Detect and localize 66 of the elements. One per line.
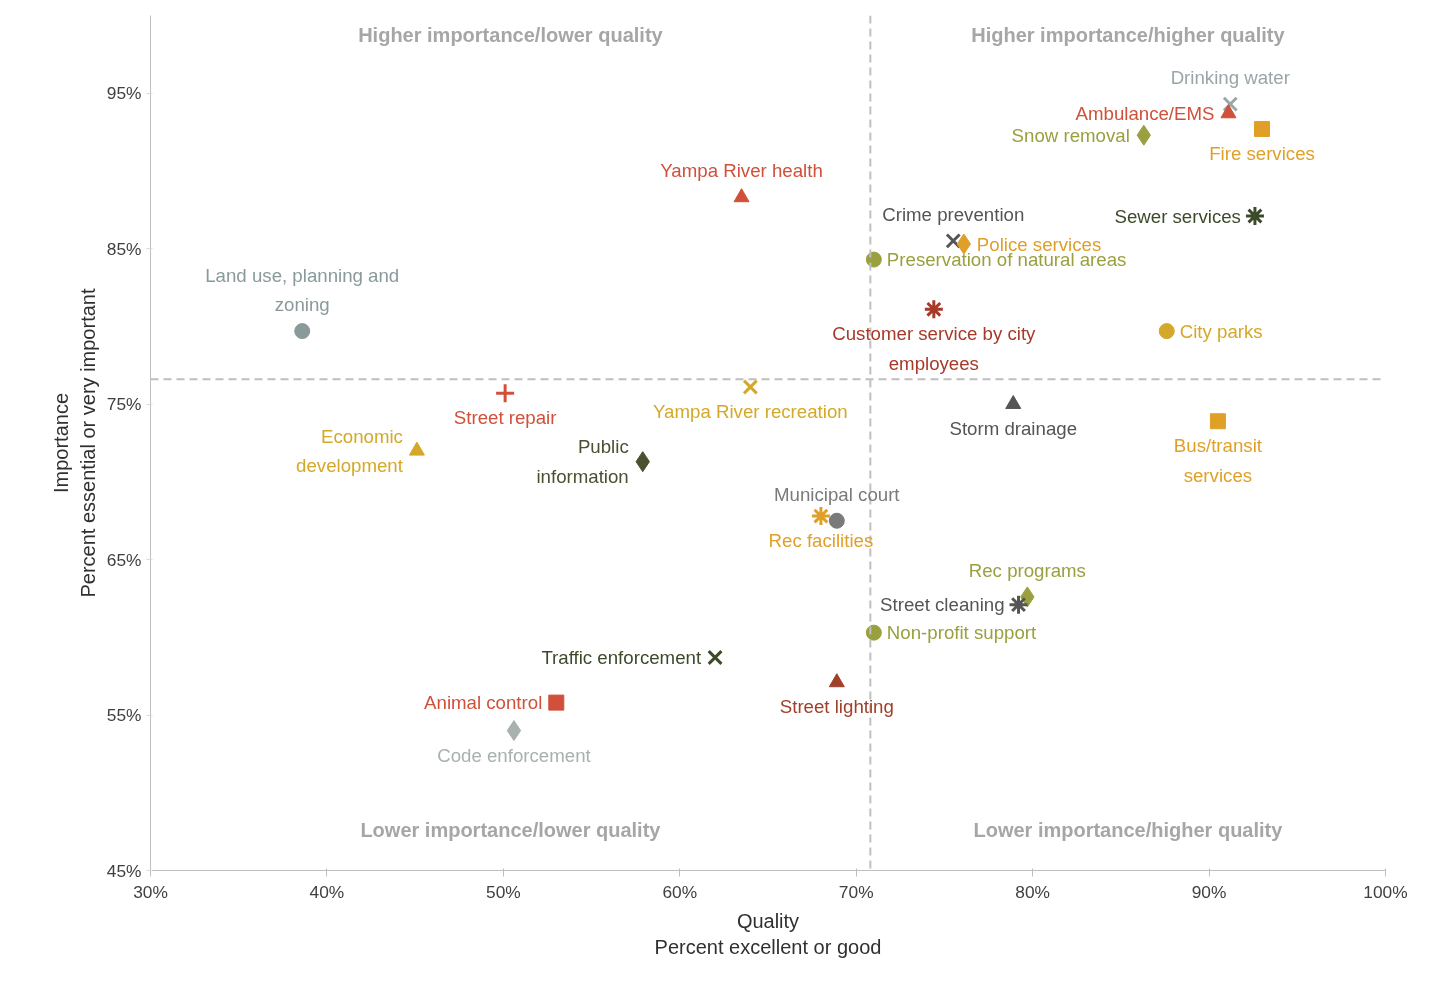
point	[865, 624, 882, 641]
annotation: Higher importance/higher quality	[971, 23, 1286, 46]
y-tick-label: 55%	[106, 705, 142, 726]
point	[828, 673, 845, 688]
x-tick-label: 50%	[486, 881, 521, 902]
point	[1158, 323, 1175, 340]
x-tick-label: 70%	[838, 881, 874, 902]
series-label: Drinking water	[1170, 67, 1290, 89]
y-axis-title: Importance Percent essential or very important	[50, 288, 99, 598]
point	[742, 379, 759, 395]
point	[1220, 104, 1237, 119]
point	[294, 323, 311, 340]
x-tick-label: 90%	[1191, 881, 1227, 902]
point	[733, 188, 750, 203]
series-label: Fire services	[1209, 142, 1315, 164]
point	[1008, 594, 1030, 616]
point	[506, 720, 522, 742]
series-label: Economic development	[296, 425, 404, 476]
y-tick-label: 95%	[106, 83, 142, 104]
series-label: Public information	[536, 436, 629, 487]
y-tick-label: 45%	[106, 860, 142, 881]
x-tick-label: 100%	[1363, 881, 1408, 902]
point	[865, 251, 882, 268]
series-label: Animal control	[424, 692, 543, 714]
series-label: Rec facilities	[768, 530, 874, 552]
series-label: Rec programs	[968, 559, 1086, 581]
point	[1222, 96, 1239, 112]
series-label: Yampa River recreation	[653, 401, 848, 423]
series-label: Code enforcement	[437, 744, 592, 766]
point	[548, 694, 565, 711]
series-label: Sewer services	[1114, 205, 1241, 227]
point	[1244, 205, 1266, 227]
series-label: Traffic enforcement	[541, 647, 702, 669]
annotation: Lower importance/higher quality	[973, 818, 1284, 841]
series-label: Bus/transit services	[1173, 435, 1263, 486]
point	[707, 649, 723, 666]
x-tick-label: 60%	[662, 881, 698, 902]
point	[810, 505, 832, 527]
annotation: Higher importance/lower quality	[358, 23, 664, 46]
x-tick-label: 40%	[309, 881, 345, 902]
series-label: Ambulance/EMS	[1075, 102, 1215, 124]
y-tick-label: 75%	[106, 394, 142, 415]
series-label: Snow removal	[1011, 124, 1130, 146]
series-label: Storm drainage	[949, 418, 1078, 440]
series-label: Customer service by city employees	[832, 323, 1037, 374]
x-tick-label: 80%	[1015, 881, 1050, 902]
point	[923, 298, 945, 320]
series-label: City parks	[1179, 320, 1263, 342]
point	[945, 233, 962, 249]
y-tick-label: 85%	[106, 238, 142, 259]
series-label: Street lighting	[779, 696, 894, 718]
series-label: Crime prevention	[882, 203, 1025, 225]
x-axis-title: Quality Percent excellent or good	[654, 909, 882, 958]
series-label: Municipal court	[774, 483, 901, 505]
point	[1254, 120, 1270, 137]
x-tick-label: 30%	[133, 881, 168, 902]
series-label: Street repair	[453, 407, 557, 429]
series-label: Non-profit support	[886, 622, 1037, 644]
series-label: Street cleaning	[880, 594, 1005, 616]
y-tick-label: 65%	[106, 549, 142, 570]
point	[494, 382, 516, 404]
annotation: Lower importance/lower quality	[360, 818, 662, 841]
point	[1209, 413, 1226, 430]
point	[828, 512, 845, 529]
series-label: Yampa River health	[660, 160, 823, 182]
series-label: Land use, planning and zoning	[205, 264, 400, 316]
